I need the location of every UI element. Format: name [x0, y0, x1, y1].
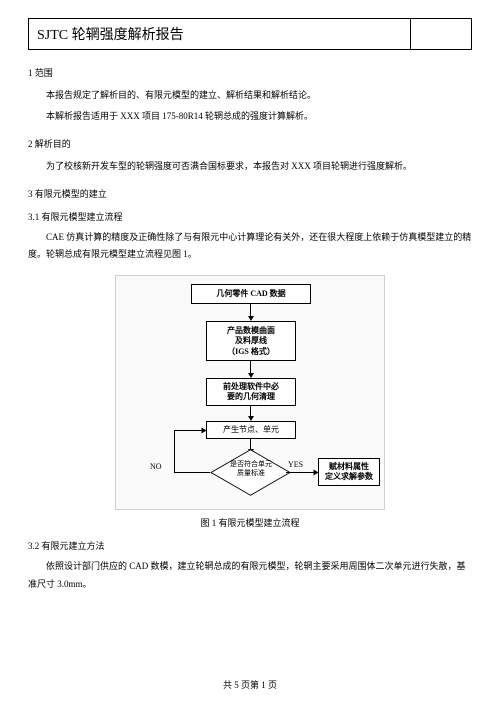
page-footer: 共 5 页第 1 页: [0, 678, 500, 691]
section-1-head: 1 范围: [28, 66, 472, 79]
title-right-cell: [411, 19, 471, 49]
flowchart: 几何零件 CAD 数据 产品数模曲面 及料厚线 （IGS 格式） 前处理软件中必…: [115, 275, 385, 510]
n6-l1: 赋材料属性: [329, 462, 369, 472]
section-31-para-1: CAE 仿真计算的精度及正确性除了与有限元中心计算理论有关外，还在很大程度上依赖…: [28, 229, 472, 263]
section-1-para-1: 本报告规定了解析目的、有限元模型的建立、解析结果和解析结论。: [28, 87, 472, 104]
n3-l2: 要的几何清理: [227, 392, 275, 402]
section-1-para-2: 本解析报告适用于 XXX 项目 175-80R14 轮辋总成的强度计算解析。: [28, 108, 472, 125]
section-31-head: 3.1 有限元模型建立流程: [28, 210, 472, 223]
flow-node-mesh: 产生节点、单元: [206, 421, 296, 439]
flow-node-material: 赋材料属性 定义求解参数: [318, 458, 380, 486]
label-no: NO: [150, 462, 162, 471]
report-title: SJTC 轮辋强度解析报告: [29, 19, 411, 49]
flow-node-preprocess: 前处理软件中必 要的几何清理: [206, 378, 296, 406]
n2-l2: 及料厚线: [235, 336, 267, 346]
n2-l1: 产品数模曲面: [227, 326, 275, 336]
n2-l3: （IGS 格式）: [227, 347, 275, 357]
section-32-para-1: 依照设计部门供应的 CAD 数模，建立轮辋总成的有限元模型，轮辋主要采用周围体二…: [28, 558, 472, 592]
section-3-head: 3 有限元模型的建立: [28, 187, 472, 200]
n5-l2: 质量标准: [216, 469, 286, 477]
n3-l1: 前处理软件中必: [223, 382, 279, 392]
flow-node-cad: 几何零件 CAD 数据: [191, 284, 311, 304]
flow-node-igs: 产品数模曲面 及料厚线 （IGS 格式）: [206, 321, 296, 361]
no-line-bottom: [174, 472, 210, 473]
section-2-head: 2 解析目的: [28, 137, 472, 150]
label-yes: YES: [288, 460, 303, 469]
flow-decision: 是否符合单元 质量标准: [216, 454, 286, 490]
section-2-para-1: 为了校核新开发车型的轮辋强度可否满合国标要求，本报告对 XXX 项目轮辋进行强度…: [28, 158, 472, 175]
yes-line: [286, 472, 316, 473]
no-line-vert: [174, 430, 175, 472]
title-box: SJTC 轮辋强度解析报告: [28, 18, 472, 50]
figure-caption: 图 1 有限元模型建立流程: [28, 516, 472, 529]
no-arrow-head: [202, 427, 207, 433]
n5-l1: 是否符合单元: [216, 460, 286, 468]
section-32-head: 3.2 有限元建立方法: [28, 539, 472, 552]
diamond-text: 是否符合单元 质量标准: [216, 460, 286, 477]
n6-l2: 定义求解参数: [325, 472, 373, 482]
